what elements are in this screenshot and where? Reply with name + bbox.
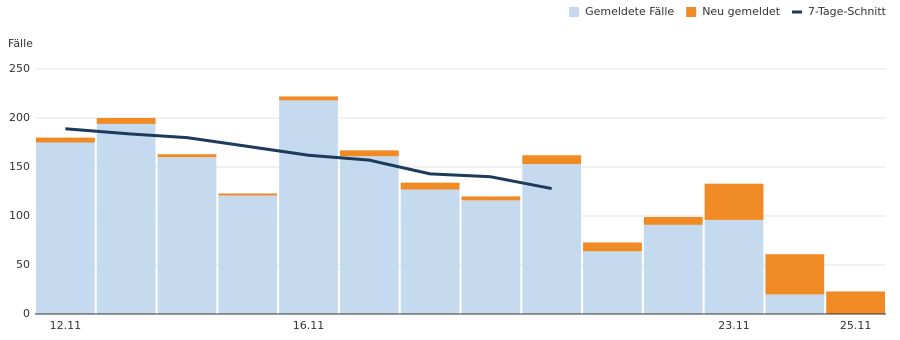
bar-segment xyxy=(765,294,825,314)
bar-segment xyxy=(339,150,399,157)
y-tick-label: 100 xyxy=(9,209,30,222)
bar-segment xyxy=(643,224,703,314)
bar-segment xyxy=(279,96,338,101)
x-tick-label: 23.11 xyxy=(718,319,750,332)
bar-segment xyxy=(157,154,217,158)
legend-label: Neu gemeldet xyxy=(702,5,781,18)
bar-segment xyxy=(583,242,642,252)
bar-segment xyxy=(400,189,460,314)
x-tick-label: 16.11 xyxy=(293,319,325,332)
bar-segment xyxy=(218,193,278,196)
bar-segment xyxy=(704,183,764,220)
bar-segment xyxy=(643,216,703,225)
y-tick-label: 150 xyxy=(9,160,30,173)
bar-segment xyxy=(279,100,338,314)
bar-segment xyxy=(36,137,95,143)
bar-segment xyxy=(218,195,278,314)
bar-segment xyxy=(522,164,582,314)
bar-segment xyxy=(583,251,642,314)
legend-swatch xyxy=(569,7,580,17)
y-tick-label: 0 xyxy=(23,307,30,320)
legend-swatch xyxy=(686,7,697,17)
bar-segment xyxy=(157,157,217,314)
bar-segment xyxy=(522,155,582,165)
y-tick-label: 200 xyxy=(9,111,30,124)
bar-segment xyxy=(96,123,156,314)
y-tick-label: 250 xyxy=(9,62,30,75)
x-tick-label: 25.11 xyxy=(840,319,872,332)
bar-segment xyxy=(461,196,521,201)
legend-label: 7-Tage-Schnitt xyxy=(808,5,887,18)
bar-segment xyxy=(339,156,399,314)
line-series xyxy=(65,127,552,191)
legend-label: Gemeldete Fälle xyxy=(585,5,674,18)
y-tick-label: 50 xyxy=(16,258,30,271)
x-tick-label: 12.11 xyxy=(50,319,82,332)
y-axis-title: Fälle xyxy=(8,37,33,50)
bar-segment xyxy=(765,254,825,295)
bar-segment xyxy=(400,182,460,190)
bar-segment xyxy=(826,291,885,314)
bar-segment xyxy=(36,142,95,314)
bar-segment xyxy=(461,200,521,314)
bar-segment xyxy=(704,219,764,314)
bar-segment xyxy=(96,118,156,124)
